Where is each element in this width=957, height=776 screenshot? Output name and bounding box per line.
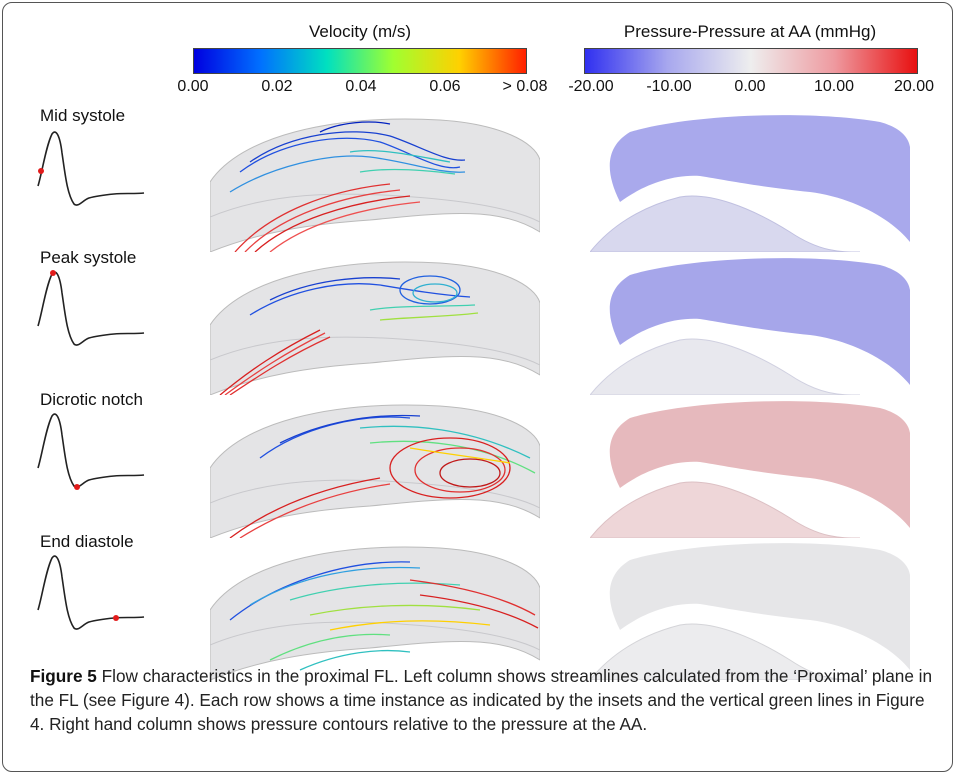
pressure-tick: -20.00 [568, 78, 614, 95]
pressure-tick: 10.00 [813, 78, 855, 95]
waveform-inset-mid-systole [37, 131, 145, 206]
streamlines-end-diastole [210, 546, 540, 680]
row-label-peak-systole: Peak systole [40, 248, 137, 267]
pressure-contour-peak-systole [590, 258, 910, 395]
row-label-dicrotic-notch: Dicrotic notch [40, 390, 143, 409]
row-label-mid-systole: Mid systole [40, 106, 126, 125]
waveform-inset-end-diastole [37, 555, 145, 630]
streamlines-dicrotic-notch [210, 404, 540, 538]
time-marker [74, 484, 80, 490]
pressure-contour-dicrotic-notch [590, 401, 910, 538]
caption-text: Flow characteristics in the proximal FL.… [30, 666, 933, 734]
velocity-tick: 0.02 [261, 78, 293, 95]
velocity-colorbar [193, 48, 527, 74]
pressure-tick: 0.00 [734, 78, 766, 95]
row-label-end-diastole: End diastole [40, 532, 134, 551]
pressure-colorbar [584, 48, 918, 74]
velocity-colorbar-title: Velocity (m/s) [308, 22, 412, 41]
velocity-tick: 0.04 [345, 78, 377, 95]
streamlines-peak-systole [210, 261, 540, 395]
figure-caption: Figure 5 Flow characteristics in the pro… [30, 664, 935, 736]
time-marker [38, 168, 44, 174]
velocity-tick: 0.06 [429, 78, 461, 95]
time-marker [50, 270, 56, 276]
pressure-tick: -10.00 [646, 78, 692, 95]
streamlines-mid-systole [210, 118, 540, 252]
waveform-inset-peak-systole [37, 270, 145, 346]
pressure-colorbar-title: Pressure-Pressure at AA (mmHg) [623, 22, 877, 41]
velocity-tick: 0.00 [177, 78, 209, 95]
pressure-tick: 20.00 [893, 78, 935, 95]
pressure-contour-end-diastole [590, 543, 910, 680]
velocity-tick: > 0.08 [502, 78, 548, 95]
time-marker [113, 615, 119, 621]
figure-label: Figure 5 [30, 666, 97, 686]
waveform-inset-dicrotic-notch [37, 413, 145, 490]
pressure-contour-mid-systole [590, 115, 910, 252]
